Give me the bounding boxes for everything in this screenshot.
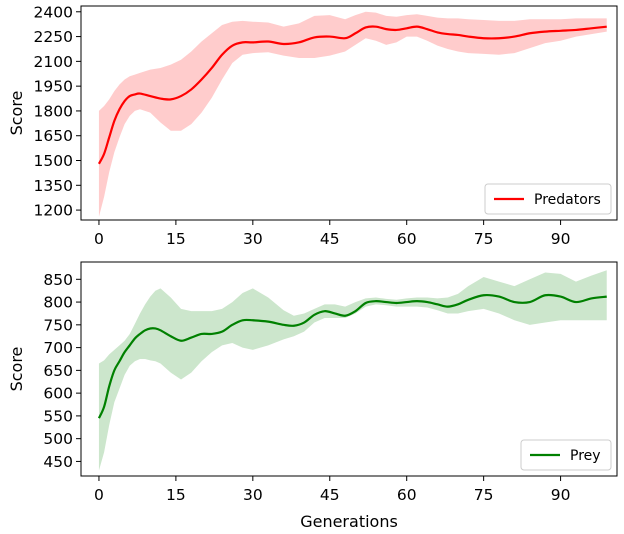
x-tick-label: 90 — [551, 230, 571, 248]
y-tick-label: 450 — [43, 453, 73, 471]
legend-box — [520, 439, 612, 471]
plot-frame — [80, 261, 618, 477]
y-axis-label: Score — [7, 91, 26, 136]
y-tick-label: 500 — [43, 430, 73, 448]
series-band-prey — [98, 270, 607, 471]
x-tick-label: 90 — [551, 486, 571, 504]
x-tick-label: 45 — [320, 230, 340, 248]
y-tick-label: 2100 — [34, 53, 73, 71]
y-tick-label: 1950 — [34, 78, 73, 96]
plot-frame — [80, 5, 618, 221]
x-tick-label: 0 — [94, 486, 104, 504]
x-tick-label: 15 — [166, 230, 186, 248]
x-tick-label: 60 — [397, 486, 417, 504]
y-tick-label: 750 — [43, 316, 73, 334]
legend: Prey — [520, 439, 612, 471]
x-tick-label: 45 — [320, 486, 340, 504]
y-tick-label: 2400 — [34, 3, 73, 21]
x-tick-label: 0 — [94, 230, 104, 248]
x-tick-label: 75 — [474, 230, 494, 248]
y-tick-label: 550 — [43, 407, 73, 425]
x-axis-label: Generations — [300, 512, 398, 531]
legend-box — [484, 183, 612, 215]
x-tick-label: 30 — [243, 486, 263, 504]
x-tick-label: 15 — [166, 486, 186, 504]
legend-label: Predators — [534, 192, 601, 208]
chart-panel-2: 0 15 30 45 60 75 90 450 500 550 600 650 700 750 800 850… — [7, 261, 618, 531]
y-tick-label: 1350 — [34, 177, 73, 195]
series-band-predators — [98, 11, 607, 217]
y-axis-label: Score — [7, 347, 26, 392]
legend-label: Prey — [570, 448, 601, 464]
legend: Predators — [484, 183, 612, 215]
series-line-predators — [97, 25, 607, 165]
y-tick-label: 1500 — [34, 152, 73, 170]
x-tick-label: 30 — [243, 230, 263, 248]
y-tick-label: 1800 — [34, 102, 73, 120]
chart-panel-1: 0 15 30 45 60 75 90 1200 1350 1500 1650 1800 1950 210… — [7, 3, 618, 248]
y-tick-label: 2250 — [34, 28, 73, 46]
y-tick-label: 850 — [43, 271, 73, 289]
y-tick-label: 800 — [43, 294, 73, 312]
y-tick-label: 600 — [43, 385, 73, 403]
y-tick-label: 650 — [43, 362, 73, 380]
y-tick-label: 1200 — [34, 202, 73, 220]
x-tick-label: 60 — [397, 230, 417, 248]
series-line-prey — [97, 293, 607, 419]
y-tick-label: 1650 — [34, 127, 73, 145]
y-tick-label: 700 — [43, 339, 73, 357]
x-tick-label: 75 — [474, 486, 494, 504]
